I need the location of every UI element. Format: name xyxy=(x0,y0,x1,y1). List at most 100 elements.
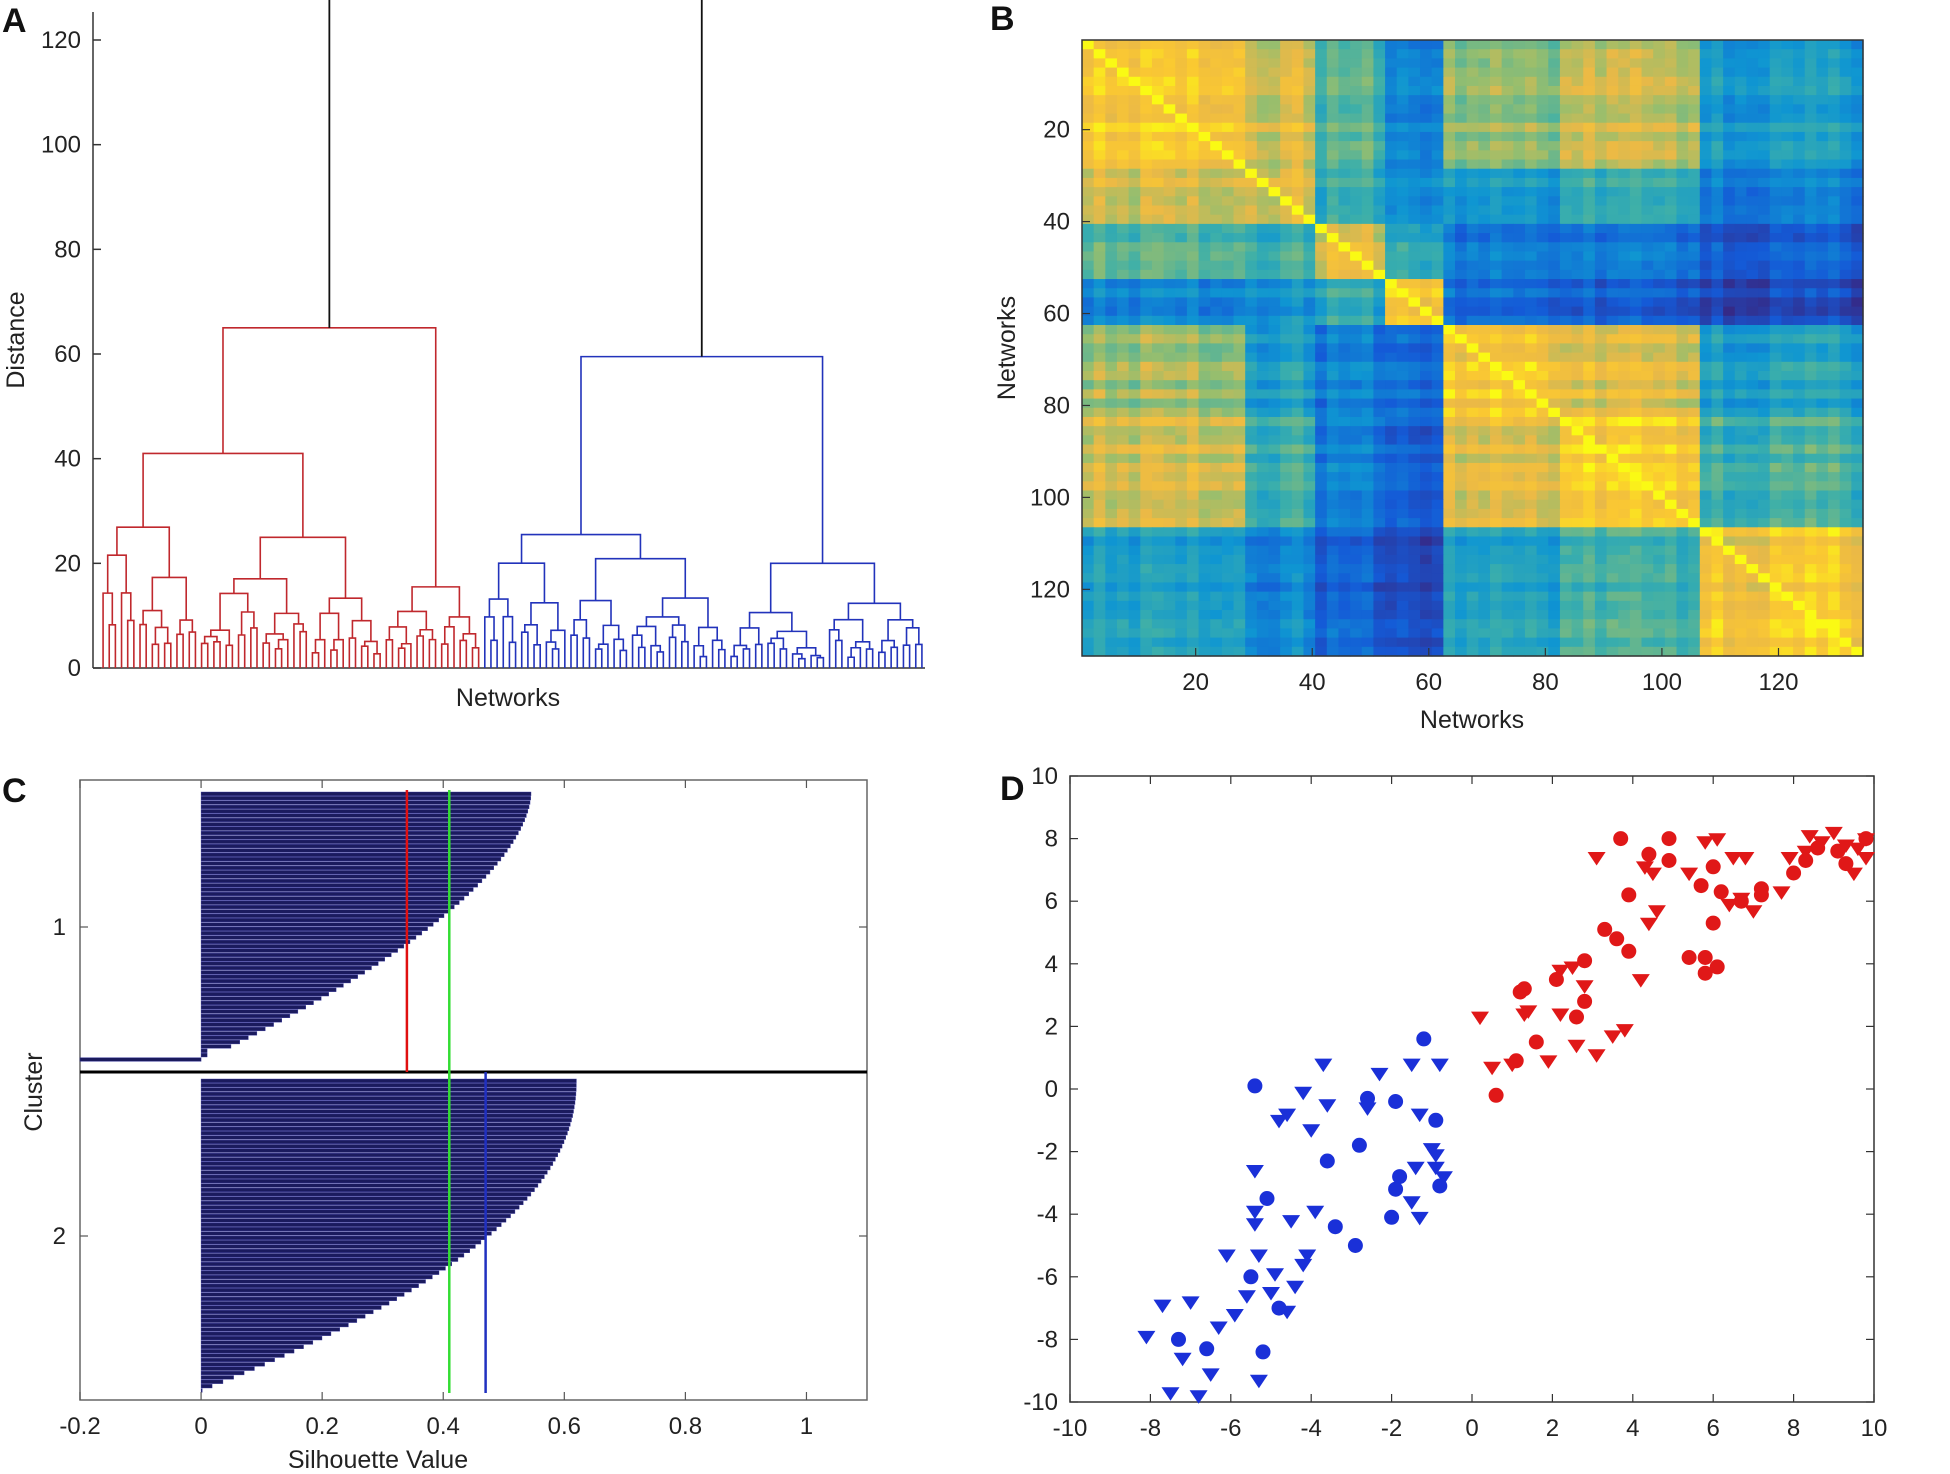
heatmap-cell xyxy=(1571,334,1584,344)
heatmap-cell xyxy=(1723,453,1736,464)
heatmap-cell xyxy=(1536,628,1549,639)
heatmap-cell xyxy=(1583,554,1596,565)
heatmap-cell xyxy=(1758,141,1771,151)
heatmap-cell xyxy=(1769,141,1783,151)
heatmap-cell xyxy=(1758,260,1771,271)
scatter-point-circle xyxy=(1247,1078,1263,1094)
heatmap-cell xyxy=(1653,370,1666,381)
heatmap-cell xyxy=(1221,40,1235,50)
heatmap-cell xyxy=(1420,435,1433,446)
heatmap-cell xyxy=(1606,306,1619,317)
heatmap-cell xyxy=(1373,389,1386,400)
heatmap-cell xyxy=(1711,582,1724,593)
heatmap-cell xyxy=(1151,67,1165,78)
heatmap-cell xyxy=(1373,453,1386,464)
heatmap-cell xyxy=(1641,196,1654,207)
heatmap-cell xyxy=(1664,619,1678,630)
dendrogram-link xyxy=(448,616,471,634)
heatmap-cell xyxy=(1408,141,1421,151)
heatmap-cell xyxy=(1781,508,1794,519)
heatmap-cell xyxy=(1793,628,1806,639)
heatmap-cell xyxy=(1664,159,1678,170)
heatmap-cell xyxy=(1676,518,1689,528)
heatmap-cell xyxy=(1198,610,1211,620)
heatmap-cell xyxy=(1385,472,1398,482)
heatmap-cell xyxy=(1420,536,1433,547)
d-y-tick-label: 6 xyxy=(1045,888,1058,915)
heatmap-cell xyxy=(1186,214,1200,225)
heatmap-cell xyxy=(1233,242,1246,253)
heatmap-cell xyxy=(1478,177,1491,188)
heatmap-cell xyxy=(1734,269,1748,280)
heatmap-cell xyxy=(1385,95,1398,105)
heatmap-cell xyxy=(1804,40,1817,50)
heatmap-cell xyxy=(1105,58,1118,69)
heatmap-cell xyxy=(1769,444,1783,455)
heatmap-cell xyxy=(1303,168,1316,179)
heatmap-cell xyxy=(1851,141,1864,151)
heatmap-cell xyxy=(1420,95,1433,105)
heatmap-cell xyxy=(1746,490,1759,501)
heatmap-cell xyxy=(1443,352,1456,363)
heatmap-cell xyxy=(1618,389,1631,400)
heatmap-cell xyxy=(1361,113,1375,124)
heatmap-cell xyxy=(1268,536,1281,547)
heatmap-cell xyxy=(1536,251,1549,262)
heatmap-cell xyxy=(1326,334,1340,344)
heatmap-cell xyxy=(1676,380,1689,390)
heatmap-cell xyxy=(1303,628,1316,639)
heatmap-cell xyxy=(1489,564,1503,574)
heatmap-cell xyxy=(1758,196,1771,207)
heatmap-cell xyxy=(1559,233,1573,243)
heatmap-cell xyxy=(1303,435,1316,446)
heatmap-cell xyxy=(1385,564,1398,574)
heatmap-cell xyxy=(1233,435,1246,446)
heatmap-cell xyxy=(1385,545,1398,556)
heatmap-cell xyxy=(1746,67,1759,78)
heatmap-cell xyxy=(1711,472,1724,482)
heatmap-cell xyxy=(1653,325,1666,335)
heatmap-cell xyxy=(1396,40,1409,50)
heatmap-cell xyxy=(1245,554,1258,565)
silhouette-bar xyxy=(200,1366,255,1371)
a-y-tick-label: 0 xyxy=(68,655,81,682)
heatmap-cell xyxy=(1408,619,1421,630)
heatmap-cell xyxy=(1746,233,1759,243)
heatmap-cell xyxy=(1093,279,1106,289)
heatmap-cell xyxy=(1641,150,1654,161)
heatmap-cell xyxy=(1699,40,1713,50)
heatmap-cell xyxy=(1746,380,1759,390)
heatmap-cell xyxy=(1489,352,1503,363)
heatmap-cell xyxy=(1489,233,1503,243)
heatmap-cell xyxy=(1466,269,1479,280)
heatmap-cell xyxy=(1198,380,1211,390)
scatter-point-triangle xyxy=(1173,1352,1192,1367)
heatmap-cell xyxy=(1350,141,1363,151)
heatmap-cell xyxy=(1594,76,1608,87)
heatmap-cell xyxy=(1839,85,1852,96)
heatmap-cell xyxy=(1361,462,1375,473)
heatmap-cell xyxy=(1746,58,1759,69)
heatmap-cell xyxy=(1699,637,1713,648)
heatmap-cell xyxy=(1373,325,1386,335)
heatmap-cell xyxy=(1606,223,1619,234)
heatmap-cell xyxy=(1618,352,1631,363)
heatmap-cell xyxy=(1373,223,1386,234)
silhouette-bar xyxy=(200,979,351,984)
heatmap-cell xyxy=(1478,76,1491,87)
heatmap-cell xyxy=(1198,573,1211,584)
heatmap-cell xyxy=(1513,472,1526,482)
heatmap-cell xyxy=(1315,619,1328,630)
heatmap-cell xyxy=(1793,591,1806,602)
d-x-tick-label: -2 xyxy=(1381,1415,1402,1442)
heatmap-cell xyxy=(1140,499,1153,510)
heatmap-cell xyxy=(1198,122,1211,133)
heatmap-cell xyxy=(1653,508,1666,519)
heatmap-cell xyxy=(1455,527,1468,538)
heatmap-cell xyxy=(1315,352,1328,363)
heatmap-cell xyxy=(1839,600,1852,611)
heatmap-cell xyxy=(1629,223,1643,234)
heatmap-cell xyxy=(1676,58,1689,69)
heatmap-cell xyxy=(1210,435,1223,446)
heatmap-cell xyxy=(1466,361,1479,372)
